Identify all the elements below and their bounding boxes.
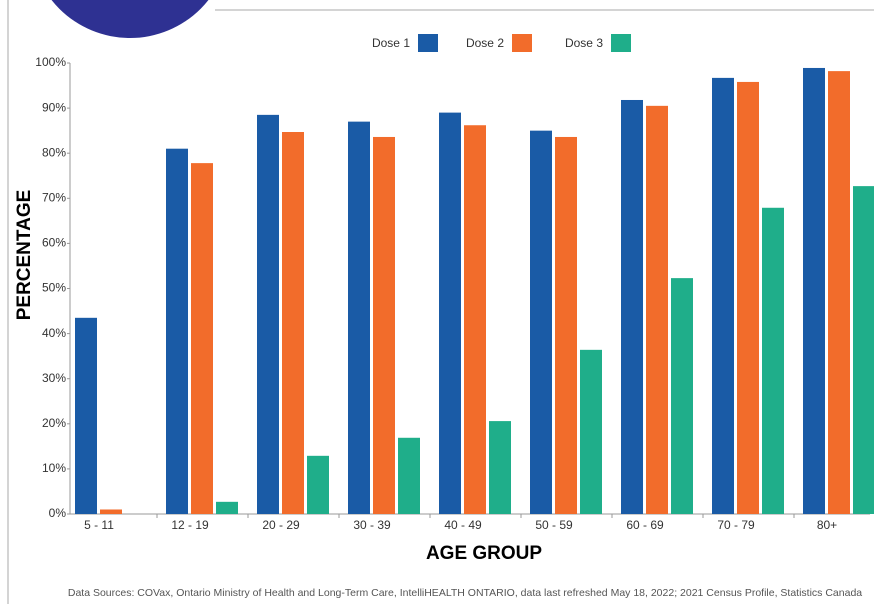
- bar: [737, 81, 759, 514]
- bar: [828, 71, 850, 515]
- legend-label: Dose 3: [565, 36, 603, 50]
- bar: [464, 125, 486, 514]
- legend-swatch: [611, 34, 631, 52]
- y-tick-label: 20%: [42, 416, 66, 430]
- y-tick-label: 40%: [42, 326, 66, 340]
- bar: [803, 67, 825, 514]
- source-note: Data Sources: COVax, Ontario Ministry of…: [68, 587, 862, 599]
- bar: [555, 136, 577, 515]
- legend-label: Dose 1: [372, 36, 410, 50]
- bar: [216, 501, 238, 514]
- bar: [762, 207, 784, 514]
- bar: [489, 421, 511, 514]
- bar: [191, 163, 213, 514]
- x-tick-label: 40 - 49: [444, 518, 482, 532]
- bar: [621, 99, 643, 515]
- bar: [307, 455, 329, 514]
- x-tick-label: 60 - 69: [626, 518, 664, 532]
- x-tick-label: 5 - 11: [84, 518, 114, 532]
- y-tick-label: 60%: [42, 236, 66, 250]
- decor-circle: [51, 0, 209, 38]
- bar: [373, 136, 395, 515]
- y-tick-label: 90%: [42, 100, 66, 114]
- bar: [646, 105, 668, 514]
- y-tick-label: 80%: [42, 145, 66, 159]
- x-tick-label: 30 - 39: [353, 518, 391, 532]
- x-tick-label: 50 - 59: [535, 518, 573, 532]
- bar: [257, 114, 279, 515]
- x-tick-label: 80+: [817, 518, 837, 532]
- bar: [712, 77, 734, 515]
- bar: [348, 121, 370, 514]
- x-axis-label: AGE GROUP: [426, 543, 542, 564]
- bar: [671, 278, 693, 514]
- x-tick-label: 70 - 79: [717, 518, 755, 532]
- y-tick-label: 70%: [42, 190, 66, 204]
- y-tick-label: 30%: [42, 371, 66, 385]
- legend-swatch: [418, 34, 438, 52]
- bar: [439, 112, 461, 515]
- bar: [282, 132, 304, 515]
- bar: [398, 437, 420, 514]
- legend-swatch: [512, 34, 532, 52]
- bar: [100, 509, 122, 514]
- y-tick-label: 50%: [42, 281, 66, 295]
- y-tick-label: 100%: [35, 55, 66, 69]
- bar: [580, 349, 602, 514]
- bar: [166, 148, 188, 514]
- x-tick-label: 20 - 29: [262, 518, 300, 532]
- y-axis-label: PERCENTAGE: [14, 190, 35, 321]
- y-tick-label: 0%: [49, 506, 67, 520]
- x-tick-label: 12 - 19: [171, 518, 209, 532]
- bar: [75, 317, 97, 514]
- bar: [530, 130, 552, 514]
- y-tick-label: 10%: [42, 461, 66, 475]
- bar: [853, 186, 874, 515]
- legend-label: Dose 2: [466, 36, 504, 50]
